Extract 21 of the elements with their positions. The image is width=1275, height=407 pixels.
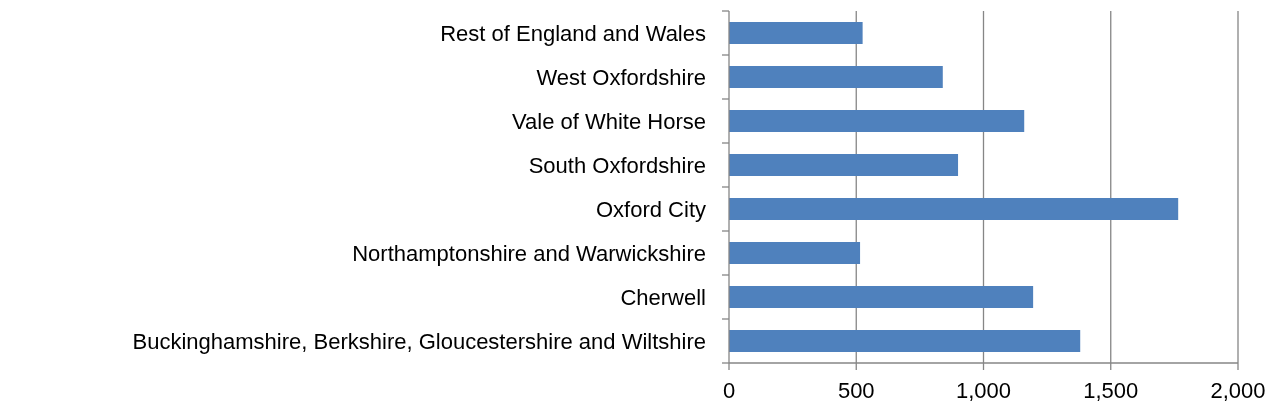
- y-tick-label: West Oxfordshire: [536, 64, 706, 90]
- x-tick-label: 1,500: [1083, 378, 1139, 403]
- y-tick-label: Cherwell: [620, 284, 706, 310]
- y-tick-label: South Oxfordshire: [528, 152, 706, 178]
- x-tick-label: 500: [837, 378, 875, 403]
- bar: [729, 66, 943, 88]
- y-tick-label: Oxford City: [595, 196, 706, 222]
- bar: [729, 286, 1034, 308]
- bar: [729, 154, 959, 176]
- x-tick-label: 0: [722, 378, 736, 403]
- y-tick-label: Northamptonshire and Warwickshire: [352, 240, 706, 266]
- y-tick-label: Rest of England and Wales: [440, 20, 706, 46]
- x-tick-label: 1,000: [955, 378, 1012, 403]
- bar: [729, 198, 1179, 220]
- y-tick-label: Vale of White Horse: [511, 108, 706, 134]
- bar: [729, 110, 1025, 132]
- bar: [729, 242, 861, 264]
- y-tick-label: Buckinghamshire, Berkshire, Gloucestershire and Wiltshire: [132, 328, 706, 354]
- x-tick-label: 2,000: [1210, 378, 1266, 403]
- bar: [729, 22, 863, 44]
- bar: [729, 330, 1081, 352]
